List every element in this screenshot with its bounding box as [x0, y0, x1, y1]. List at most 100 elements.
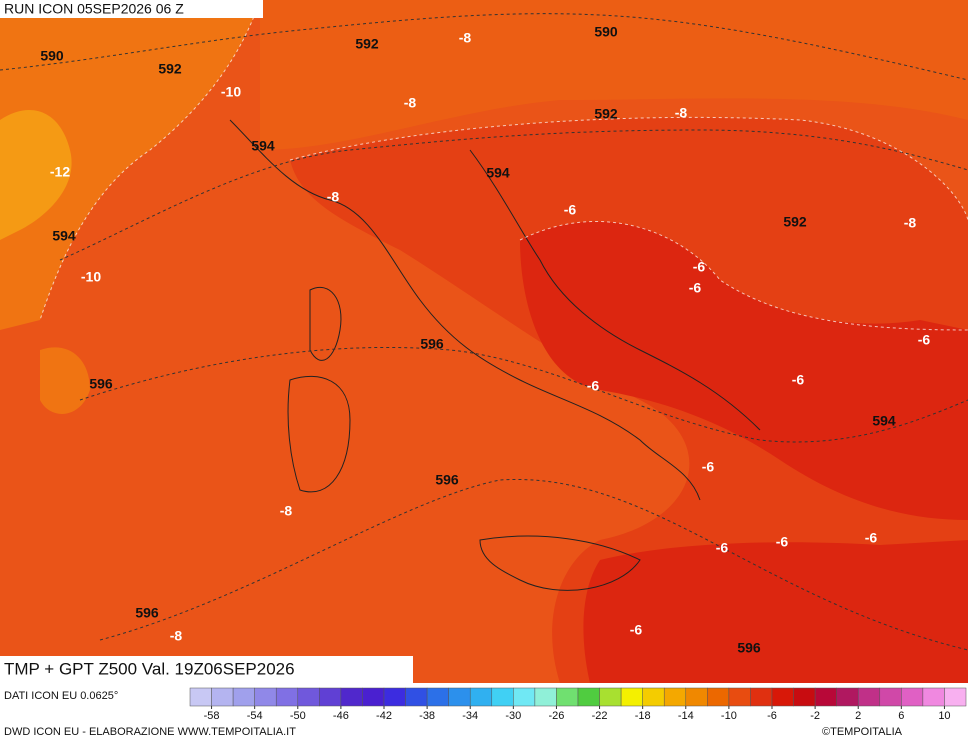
colorbar-swatch	[469, 687, 493, 707]
height-label: 594	[251, 138, 275, 154]
colorbar-swatch	[599, 687, 622, 707]
island	[309, 287, 342, 361]
source-label: DATI ICON EU 0.0625°	[4, 690, 118, 702]
colorbar-tick-label: -26	[548, 710, 564, 722]
colorbar-tick-label: -14	[678, 710, 694, 722]
colorbar-swatch	[383, 687, 406, 707]
run-box	[0, 0, 263, 18]
temp-label: -8	[280, 503, 293, 519]
temp-label: -6	[587, 378, 600, 394]
temp-label: -8	[170, 628, 183, 644]
colorbar-swatch	[513, 687, 536, 707]
colorbar-tick-label: 10	[938, 710, 950, 722]
credit: DWD ICON EU - ELABORAZIONE WWW.TEMPOITAL…	[4, 726, 296, 738]
colorbar-swatch	[620, 687, 643, 707]
island	[479, 535, 641, 591]
colorbar-swatch	[340, 687, 363, 707]
colorbar-tick-label: -10	[721, 710, 737, 722]
height-label: 596	[737, 640, 761, 656]
temp-label: -6	[865, 530, 878, 546]
isotherms	[39, 0, 968, 331]
temp-label: -6	[564, 202, 577, 218]
height-label: 594	[486, 165, 510, 181]
cold-region	[290, 117, 968, 684]
colorbar-swatch	[362, 687, 385, 707]
colorbar-tick-label: -6	[767, 710, 777, 722]
height-label: 592	[783, 214, 807, 230]
warm-region	[40, 347, 90, 414]
temp-label: -6	[918, 332, 931, 348]
height-label: 596	[135, 605, 159, 621]
map-title: TMP + GPT Z500 Val. 19Z06SEP2026	[4, 659, 295, 678]
height-label: 590	[594, 24, 618, 40]
colorbar-tick-label: -46	[333, 710, 349, 722]
colorbar-swatch	[189, 687, 212, 707]
colorbar-swatch	[707, 687, 730, 707]
colorbar-swatch	[685, 687, 708, 707]
coastline	[229, 119, 701, 501]
isotherm	[519, 220, 968, 331]
colorbar-tick-label: -50	[290, 710, 306, 722]
colorbar-tick-label: -38	[419, 710, 435, 722]
isohypse	[0, 13, 968, 81]
temp-label: -12	[50, 164, 70, 180]
colorbar-swatch	[857, 687, 881, 707]
height-label: 592	[594, 106, 618, 122]
isotherm	[39, 0, 261, 321]
colorbar-swatch	[232, 687, 255, 707]
colorbar-tick-label: -30	[505, 710, 521, 722]
height-label: 596	[435, 472, 459, 488]
temp-label: -8	[675, 105, 688, 121]
temp-label: -6	[702, 459, 715, 475]
copyright: ©TEMPOITALIA	[822, 726, 903, 738]
colorbar-tick-label: -22	[592, 710, 608, 722]
title-box	[0, 656, 413, 683]
colorbar-swatch	[254, 687, 277, 707]
colorbar-swatch	[577, 687, 600, 707]
temp-label: -6	[689, 280, 702, 296]
colorbar-swatch	[491, 687, 514, 707]
colorbar-tick-label: -54	[247, 710, 263, 722]
height-label: 592	[355, 36, 379, 52]
colorbar-swatch	[879, 687, 902, 707]
cool-patch	[0, 110, 72, 240]
colorbar-swatch	[793, 687, 816, 707]
colorbar-swatch	[297, 687, 320, 707]
colorbar-swatch	[663, 687, 687, 707]
warm-region	[0, 0, 260, 330]
temp-label: -6	[693, 259, 706, 275]
run-label: RUN ICON 05SEP2026 06 Z	[4, 1, 184, 17]
height-label: 592	[158, 61, 182, 77]
coastlines	[229, 119, 761, 591]
contour-labels: 590 592 592 590 594 592 594 592 594 596 596 594 596 5…	[40, 24, 930, 656]
height-label: 590	[40, 48, 64, 64]
height-label: 594	[872, 413, 896, 429]
colder-region	[520, 221, 968, 520]
isotherm	[289, 116, 968, 221]
colorbar-tick-label: -58	[204, 710, 220, 722]
map: 590 592 592 590 594 592 594 592 594 596 596 594 596 5…	[0, 0, 968, 684]
colorbar-tick-label: -18	[635, 710, 651, 722]
colorbar-tick-label: -42	[376, 710, 392, 722]
height-label: 594	[52, 228, 76, 244]
temp-label: -10	[221, 84, 241, 100]
temp-label: -8	[904, 215, 917, 231]
colorbar-swatch	[642, 687, 665, 707]
coastline	[469, 149, 761, 431]
colorbar-swatch	[534, 687, 557, 707]
colorbar-swatch	[814, 687, 837, 707]
height-label: 596	[420, 336, 444, 352]
colder-region	[583, 540, 968, 683]
colorbar-swatch	[944, 687, 967, 707]
isohypse	[59, 129, 968, 261]
colorbar-swatch	[556, 687, 579, 707]
temp-label: -6	[716, 540, 729, 556]
colorbar-swatch	[426, 687, 449, 707]
warm-region	[260, 0, 968, 150]
isohypses	[0, 13, 968, 651]
colorbar-swatch	[448, 687, 471, 707]
island	[287, 375, 351, 493]
colorbar-swatch	[211, 687, 234, 707]
colorbar-swatch	[728, 687, 751, 707]
